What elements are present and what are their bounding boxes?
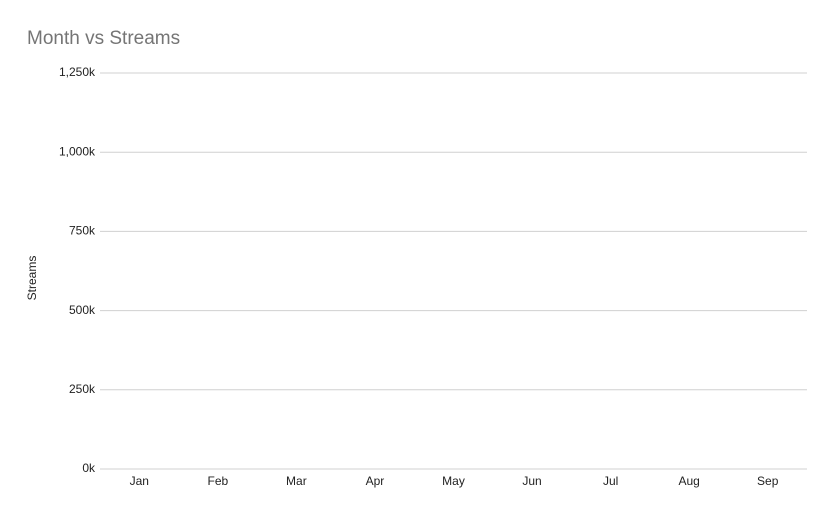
x-tick-label: Mar [286, 474, 307, 488]
y-tick-label: 1,250k [59, 65, 96, 79]
y-tick-label: 250k [69, 382, 96, 396]
x-tick-label: Jan [130, 474, 149, 488]
x-tick-label: Apr [366, 474, 385, 488]
y-axis-label: Streams [25, 256, 39, 301]
x-tick-label: Jun [522, 474, 541, 488]
y-tick-label: 1,000k [59, 144, 96, 158]
y-tick-label: 500k [69, 303, 96, 317]
x-tick-label: May [442, 474, 465, 488]
y-tick-label: 750k [69, 224, 96, 238]
x-tick-label: Sep [757, 474, 779, 488]
chart-title: Month vs Streams [27, 28, 180, 49]
x-tick-label: Aug [678, 474, 699, 488]
y-tick-label: 0k [82, 461, 96, 475]
x-tick-label: Jul [603, 474, 618, 488]
x-tick-label: Feb [207, 474, 228, 488]
